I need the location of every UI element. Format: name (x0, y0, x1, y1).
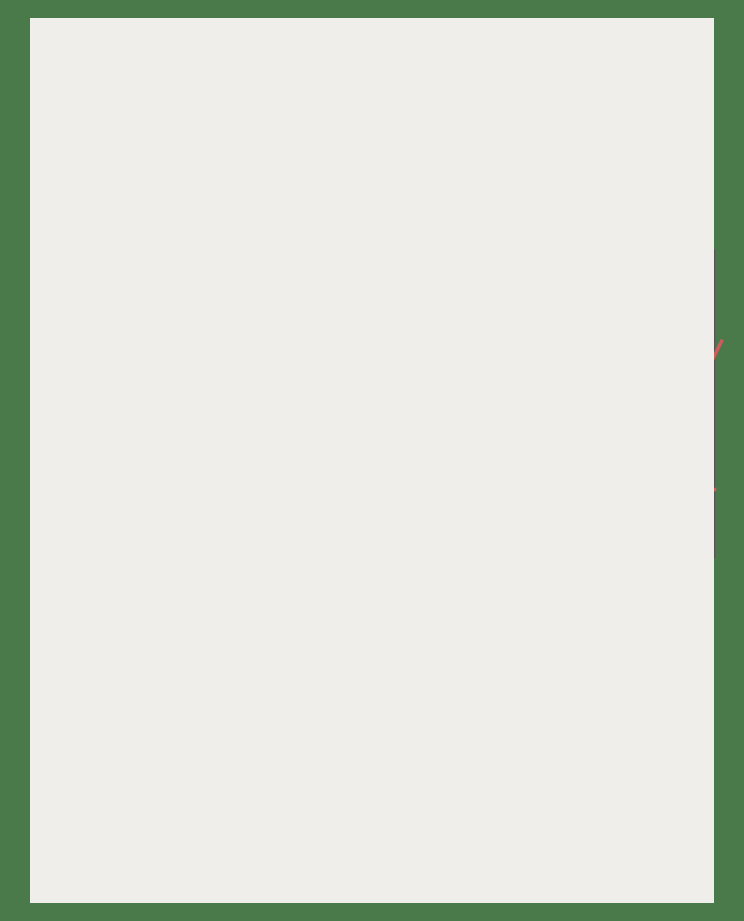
Text: 15. m∧9=: 15. m∧9= (97, 580, 247, 604)
Text: 9. What is the adjacent interior angle to
∧4?: 9. What is the adjacent interior angle t… (71, 262, 558, 316)
Text: 4: 4 (417, 500, 428, 516)
Text: 10. m∧3=: 10. m∧3= (97, 327, 246, 351)
Text: 13. m∧4=: 13. m∧4= (97, 479, 246, 503)
Wedge shape (623, 458, 649, 483)
Text: 8: 8 (638, 500, 649, 516)
Wedge shape (524, 279, 554, 309)
Text: 10: 10 (682, 500, 703, 516)
Text: 12. m∧7=: 12. m∧7= (97, 428, 246, 452)
Wedge shape (430, 456, 454, 483)
Text: 11: 11 (376, 531, 397, 546)
Text: 8. What is the adjacent interior angle to
∧7?: 8. What is the adjacent interior angle t… (71, 193, 558, 247)
Text: 1: 1 (534, 297, 545, 311)
Text: 14. m∧8=: 14. m∧8= (97, 530, 246, 554)
Text: 11. m∧2=: 11. m∧2= (97, 378, 246, 402)
FancyBboxPatch shape (350, 249, 714, 557)
Polygon shape (430, 279, 649, 480)
Text: 68°: 68° (539, 340, 568, 355)
Text: 9: 9 (543, 253, 554, 269)
Text: 125°: 125° (370, 426, 410, 441)
Text: 7: 7 (567, 294, 577, 309)
Text: 6. What are the remote interior angles of
∧7?: 6. What are the remote interior angles o… (56, 60, 542, 113)
Text: 6: 6 (670, 436, 682, 450)
Text: 12: 12 (406, 485, 428, 500)
Text: 3: 3 (441, 463, 452, 478)
Text: 2: 2 (634, 451, 645, 466)
Text: 7. What is the adjacent interior angle to
∧8?: 7. What is the adjacent interior angle t… (71, 124, 558, 178)
Text: 5: 5 (504, 294, 516, 309)
